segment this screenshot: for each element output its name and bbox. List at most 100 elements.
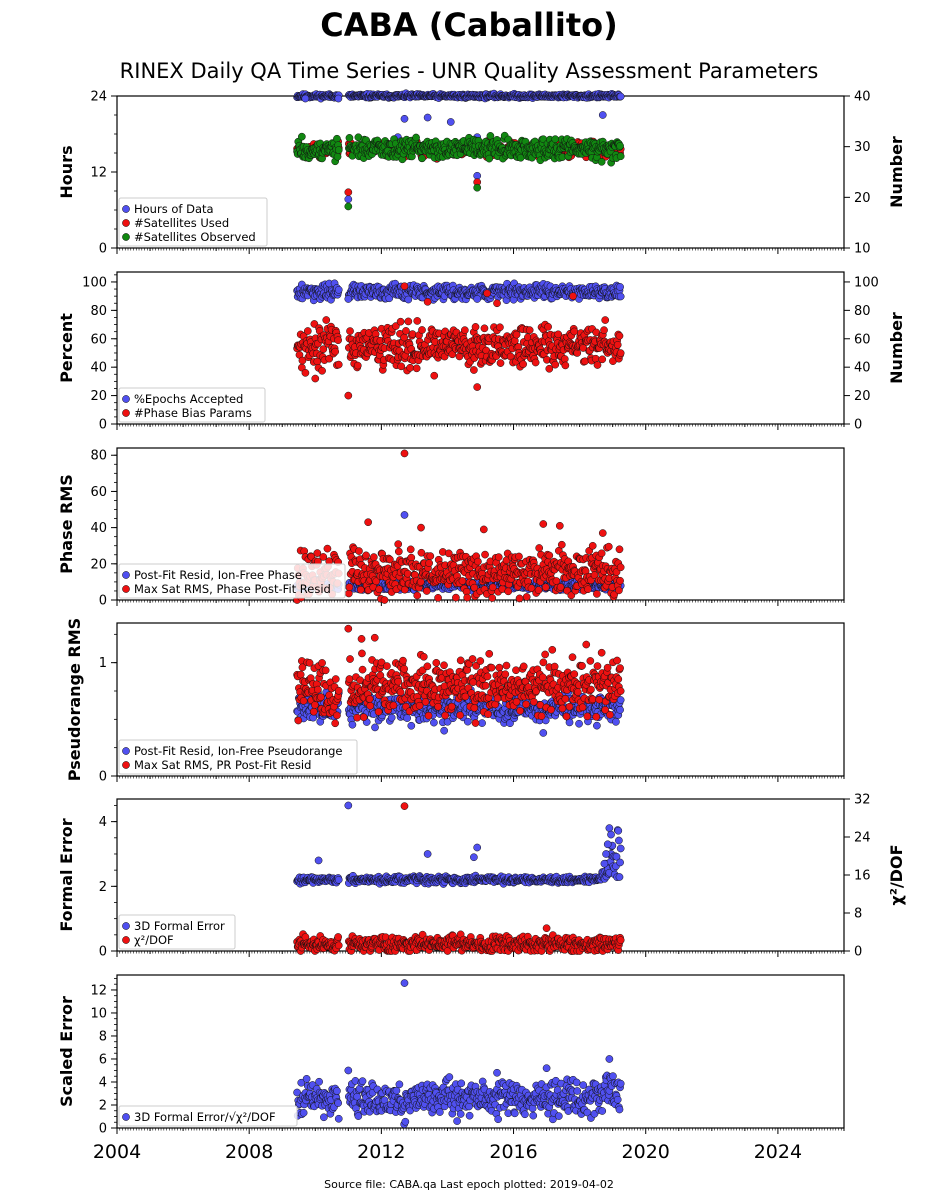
data-point [413,591,422,600]
data-point [301,369,310,377]
data-point [561,361,570,370]
data-point [331,347,340,356]
data-point [616,283,624,291]
y-right-tick-label: 10 [854,242,871,257]
legend-marker [122,205,130,213]
y-right-tick-label: 40 [854,90,871,105]
data-point [474,557,482,566]
legend: Hours of Data#Satellites Used#Satellites… [118,197,268,247]
data-point [616,576,624,585]
data-point [333,134,341,143]
data-point [322,316,331,324]
y-tick-label: 0 [99,594,107,609]
y-tick-label: 100 [82,275,107,290]
data-point [403,569,412,578]
data-point-outlier [539,520,548,528]
data-point [588,541,597,550]
legend-label: Hours of Data [134,202,214,216]
figure-title: CABA (Caballito) [320,6,618,44]
data-point-outlier [473,295,482,303]
data-point [471,323,480,331]
y-tick-label: 12 [90,166,107,181]
data-point-outlier [423,297,432,306]
data-point [345,583,354,592]
data-point [463,593,472,602]
data-point [496,323,504,332]
data-point [452,593,460,602]
data-point [541,583,550,592]
data-point [375,585,384,594]
data-point [597,549,606,558]
series-hours-of-data [293,89,625,204]
data-point-outlier [344,188,353,197]
data-point [584,585,592,594]
data-point [404,295,413,304]
data-point [355,547,363,555]
y-right-tick-label: 0 [854,418,862,433]
data-point [426,552,435,560]
legend-label: #Satellites Used [134,216,229,230]
data-point [394,547,403,556]
y-tick-label: 80 [90,449,107,464]
data-point-outlier [470,366,478,374]
data-point [531,358,540,367]
data-point [404,317,413,326]
data-point [334,360,343,369]
y-right-axis-label: Number [887,312,906,384]
data-point-outlier [364,518,372,527]
y-tick-label: 60 [90,332,107,347]
data-point [604,542,613,551]
y-right-tick-label: 20 [854,389,871,404]
data-point-outlier [400,282,409,291]
y-axis-label: Percent [57,313,76,383]
y-axis-label: Phase RMS [57,474,76,574]
data-point [412,133,420,142]
data-point [460,326,469,335]
data-point [353,361,362,370]
data-point [434,593,442,602]
data-point [544,322,552,331]
data-point [615,586,623,595]
y-tick-label: 0 [99,242,107,257]
data-point [413,317,422,325]
data-point [525,326,534,334]
legend-marker [122,395,130,403]
y-right-axis-label: Number [887,136,906,208]
data-point [303,327,312,335]
data-point [334,146,343,154]
y-tick-label: 80 [90,304,107,319]
y-axis-label: Hours [57,145,76,198]
data-point [345,134,354,142]
data-point [570,327,579,336]
data-point [418,326,426,334]
data-point-outlier [555,521,564,530]
legend-label: Max Sat RMS, Phase Post-Fit Resid [134,582,331,596]
data-point [615,545,624,554]
data-point [593,361,602,369]
data-point [369,553,378,561]
data-point [407,553,416,562]
data-point-outlier [334,94,343,103]
data-point [615,332,624,340]
y-tick-label: 0 [99,770,107,785]
y-right-tick-label: 20 [854,191,871,206]
data-point [556,583,565,591]
data-point-outlier [493,299,501,308]
data-point-outlier [598,529,607,537]
data-point [422,587,431,595]
data-point [481,550,489,559]
data-point [598,355,607,364]
data-point [394,540,403,548]
data-point [616,152,625,161]
series--epochs-accepted [293,279,625,305]
data-point [458,577,467,585]
data-point [356,585,365,594]
y-right-tick-label: 30 [854,140,871,155]
y-right-tick-label: 40 [854,361,871,376]
legend-label: #Phase Bias Params [134,406,252,420]
data-point [416,577,425,586]
data-point [545,551,554,560]
